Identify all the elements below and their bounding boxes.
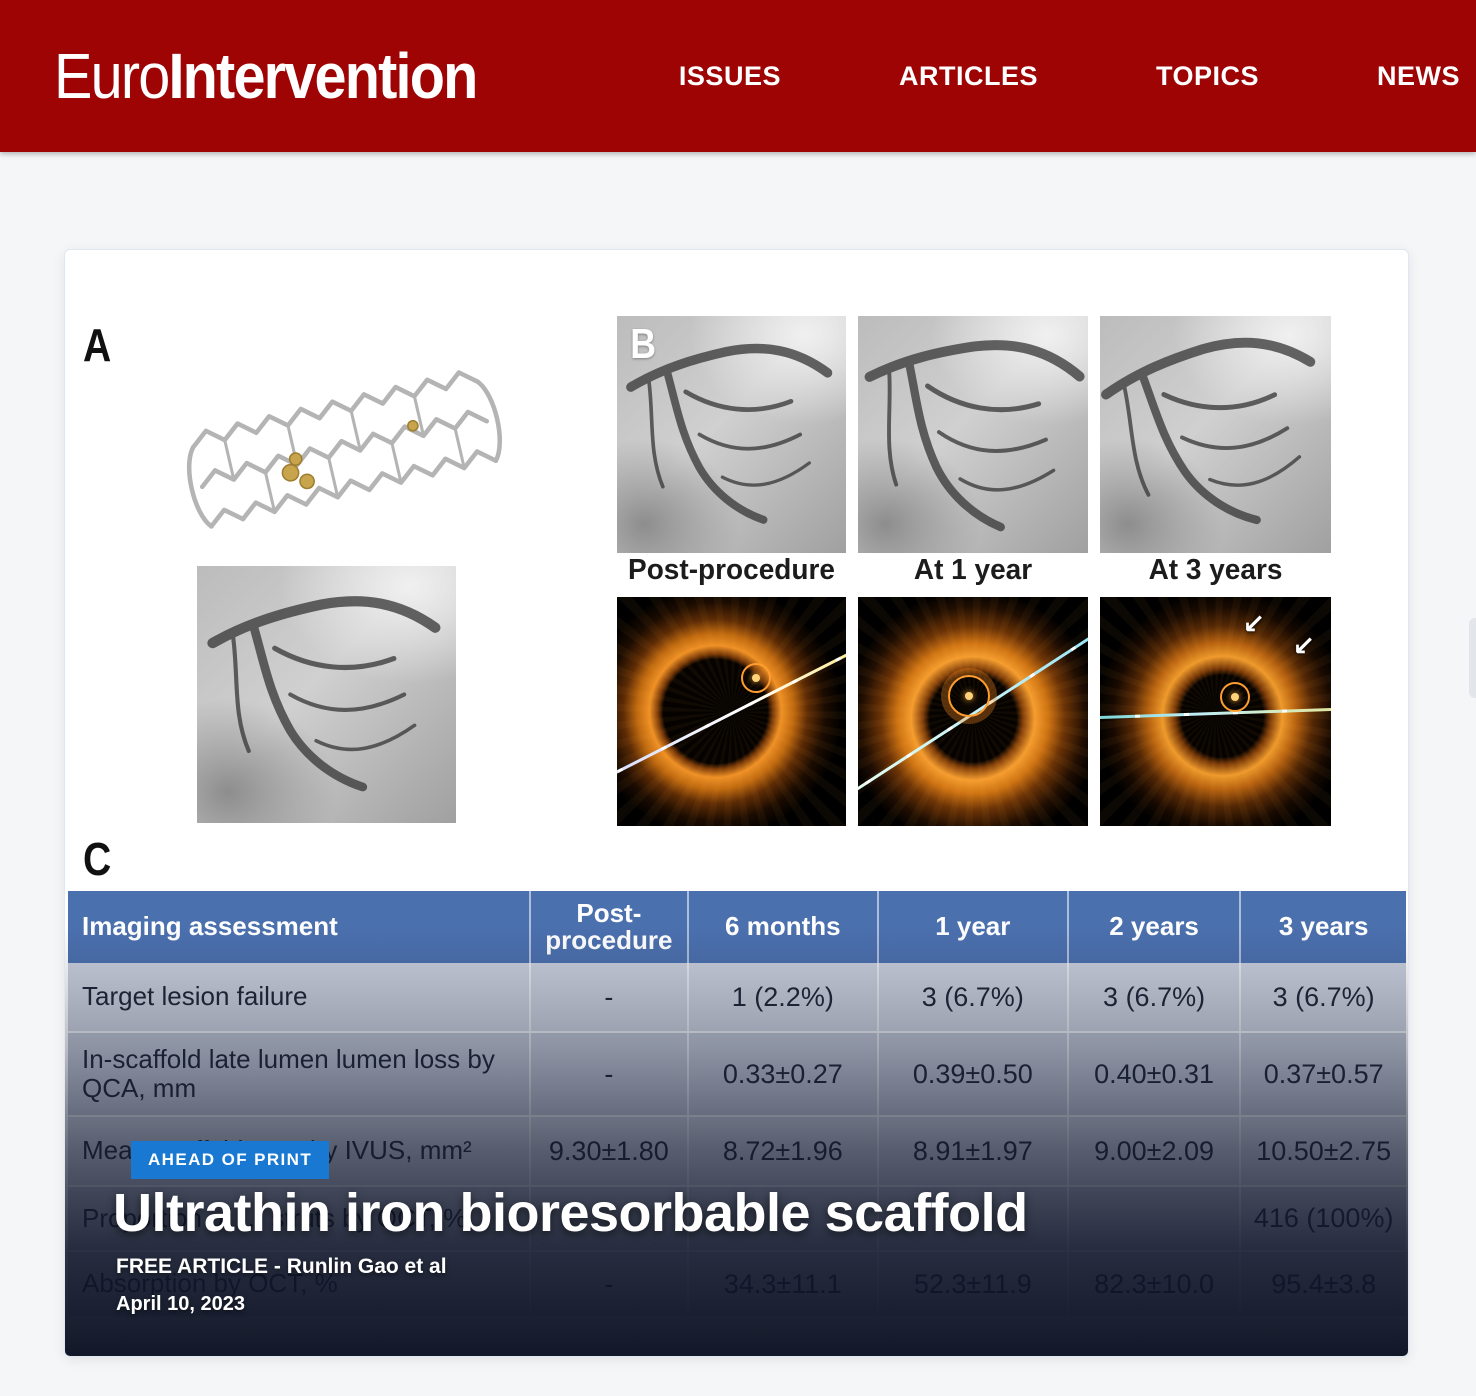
col-header-2-years: 2 years <box>1069 891 1242 963</box>
cell: 0.39±0.50 <box>879 1033 1069 1115</box>
cell: - <box>531 963 689 1031</box>
cell: 0.40±0.31 <box>1069 1033 1242 1115</box>
caption-3-years: At 3 years <box>1148 553 1283 586</box>
panel-b-label: B <box>630 320 657 367</box>
col-header-imaging-assessment: Imaging assessment <box>68 891 531 963</box>
ahead-of-print-badge[interactable]: AHEAD OF PRINT <box>131 1141 330 1179</box>
row-label: Target lesion failure <box>68 963 531 1031</box>
stent-illustration <box>160 362 525 547</box>
cell: 9.00±2.09 <box>1069 1117 1242 1185</box>
nav-item-issues[interactable]: ISSUES <box>678 60 781 91</box>
panel-c-label: C <box>83 833 112 885</box>
oct-image-3-years: ↙ ↙ <box>1100 597 1331 826</box>
table-header-row: Imaging assessment Post-procedure 6 mont… <box>68 891 1406 963</box>
cell: 3 (6.7%) <box>1272 981 1375 1012</box>
cell: 8.72±1.96 <box>689 1117 879 1185</box>
cell: 1 (2.2%) <box>689 963 879 1031</box>
cell: 8.91±1.97 <box>879 1117 1069 1185</box>
main-nav: ISSUES ARTICLES TOPICS NEWS <box>679 0 1460 152</box>
oct-ring <box>617 597 846 826</box>
oct-arrow-icon: ↙ <box>1242 609 1265 640</box>
cell: 34.3±11.1 <box>689 1252 879 1316</box>
oct-catheter-marker <box>947 674 990 717</box>
nav-item-articles[interactable]: ARTICLES <box>898 60 1038 91</box>
caption-1-year: At 1 year <box>913 553 1033 586</box>
brand-suffix: Intervention <box>168 40 478 112</box>
cell: 0.37±0.57 <box>1263 1058 1384 1089</box>
table-row: In-scaffold late lumen lumen loss by QCA… <box>68 1033 1406 1117</box>
col-header-6-months: 6 months <box>689 891 879 963</box>
cell: 3 (6.7%) <box>1069 963 1242 1031</box>
cell: 82.3±10.0 <box>1069 1252 1242 1316</box>
col-header-1-year: 1 year <box>879 891 1069 963</box>
cell: 9.30±1.80 <box>531 1117 689 1185</box>
cell: 0.33±0.27 <box>689 1033 879 1115</box>
brand-prefix: Euro <box>54 40 170 112</box>
cell <box>1069 1187 1242 1250</box>
oct-image-1-year <box>858 597 1088 826</box>
imaging-assessment-table: Imaging assessment Post-procedure 6 mont… <box>68 891 1406 1318</box>
nav-item-topics[interactable]: TOPICS <box>1155 60 1259 91</box>
cell: - <box>531 1033 689 1115</box>
brand-logo[interactable]: EuroIntervention <box>54 39 478 113</box>
nav-item-news[interactable]: NEWS <box>1377 60 1460 91</box>
angiogram-3-years <box>1100 316 1331 553</box>
panel-a-label: A <box>83 319 112 371</box>
cell: 95.4±3.8 <box>1271 1268 1377 1299</box>
col-header-post-procedure: Post-procedure <box>531 891 689 963</box>
article-byline: FREE ARTICLE - Runlin Gao et al <box>116 1255 447 1278</box>
caption-post-procedure: Post-procedure <box>628 553 835 586</box>
angiogram-post-procedure <box>617 316 846 553</box>
site-header: EuroIntervention ISSUES ARTICLES TOPICS … <box>0 0 1476 152</box>
oct-image-post-procedure <box>617 597 846 826</box>
table-row: Target lesion failure - 1 (2.2%) 3 (6.7%… <box>68 963 1406 1033</box>
article-title[interactable]: Ultrathin iron bioresorbable scaffold <box>113 1183 1028 1243</box>
cell: 416 (100%) <box>1253 1203 1394 1234</box>
angiogram-panel-a <box>197 566 456 823</box>
oct-catheter-marker <box>740 663 771 694</box>
cell: 3 (6.7%) <box>879 963 1069 1031</box>
oct-ring <box>858 597 1088 826</box>
angiogram-1-year <box>858 316 1088 553</box>
article-teaser-card[interactable]: A B <box>64 249 1409 1357</box>
article-date: April 10, 2023 <box>116 1293 245 1315</box>
oct-catheter-marker <box>1220 681 1251 712</box>
cell: 10.50±2.75 <box>1256 1135 1392 1166</box>
oct-arrow-icon: ↙ <box>1292 631 1315 662</box>
col-header-3-years: 3 years <box>1278 911 1369 942</box>
cell: 52.3±11.9 <box>879 1252 1069 1316</box>
cell: - <box>531 1252 689 1316</box>
carousel-edge-sliver[interactable] <box>1469 618 1476 698</box>
row-label: In-scaffold late lumen lumen loss by QCA… <box>68 1033 531 1115</box>
